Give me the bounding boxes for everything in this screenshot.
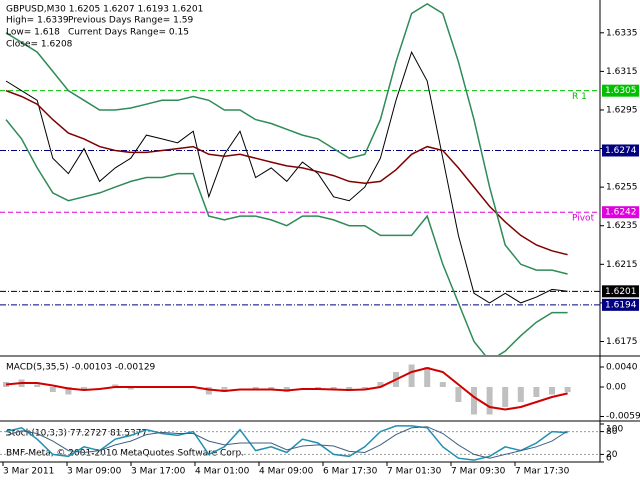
price-label: 1.6201 (605, 287, 637, 297)
bar (361, 387, 368, 389)
price-label-box (602, 144, 639, 157)
bar (205, 387, 212, 395)
annotation: Previous Days Range= 1.59 (68, 16, 193, 26)
series-line (5, 3, 568, 275)
bar (502, 387, 509, 407)
footer: BMF-Meta, © 2001-2010 MetaQuotes Softwar… (6, 449, 244, 459)
price-label-box (602, 84, 639, 97)
bar (221, 387, 228, 392)
y-tick-label: 20 (606, 450, 618, 460)
y-tick-label: 1.6255 (606, 183, 638, 193)
bar (408, 364, 415, 387)
chart-title: Stoch(10,3,3) 77.2727 81.5377 (6, 429, 147, 439)
bar (439, 382, 446, 387)
bar (533, 387, 540, 397)
bar (34, 384, 41, 387)
y-tick-label: 1.6235 (606, 221, 638, 231)
y-tick-label: 1.6295 (606, 105, 638, 115)
series-line (5, 50, 568, 304)
bar (377, 382, 384, 387)
chart-title: MACD(5,35,5) -0.00103 -0.00129 (6, 363, 156, 373)
y-tick-label: 1.6335 (606, 28, 638, 38)
bar (268, 387, 275, 390)
annotation: Current Days Range= 0.15 (68, 28, 189, 38)
bar (455, 387, 462, 402)
price-label: 1.6242 (605, 208, 637, 218)
annotation: Close= 1.6208 (6, 40, 73, 50)
x-tick-label: 3 Mar 2011 (3, 467, 54, 477)
price-label-box (602, 206, 639, 219)
chart-title: GBPUSD,M30 1.6205 1.6207 1.6193 1.6201 (6, 5, 203, 15)
x-tick-label: 3 Mar 17:00 (131, 467, 186, 477)
bar (65, 387, 72, 395)
price-label-box (602, 298, 639, 311)
level-label: Pivot (572, 214, 595, 224)
x-tick-label: 6 Mar 17:30 (323, 467, 378, 477)
y-tick-label: -0.0059 (606, 412, 640, 422)
price-label: 1.6194 (605, 300, 637, 310)
y-tick-label: 1.6315 (606, 67, 638, 77)
y-tick-label: 0.0040 (606, 363, 638, 373)
bar (49, 387, 56, 392)
x-tick-label: 4 Mar 01:00 (195, 467, 250, 477)
bar (486, 387, 493, 415)
series-line (5, 89, 568, 256)
bar (330, 387, 337, 390)
series-line (5, 366, 568, 411)
bar (252, 387, 259, 390)
bar (127, 387, 134, 390)
annotation: High= 1.6339 (6, 16, 69, 26)
y-tick-label: 0.00 (606, 383, 626, 393)
x-tick-label: 4 Mar 09:00 (259, 467, 314, 477)
x-tick-label: 3 Mar 09:00 (67, 467, 122, 477)
series-line (5, 119, 568, 355)
price-label-box (602, 285, 639, 298)
annotation: Low= 1.618 (6, 28, 60, 38)
bar (471, 387, 477, 415)
x-tick-label: 7 Mar 09:30 (451, 467, 506, 477)
bar (81, 387, 87, 390)
y-tick-label: 0 (606, 454, 612, 464)
price-label: 1.6305 (605, 86, 637, 96)
y-tick-label: 80 (606, 427, 618, 437)
series-line (5, 426, 568, 459)
y-tick-label: 1.6215 (606, 260, 638, 270)
bar (549, 387, 555, 395)
y-tick-label: 100 (606, 425, 623, 435)
x-tick-label: 7 Mar 17:30 (515, 467, 570, 477)
x-tick-label: 7 Mar 01:30 (387, 467, 442, 477)
bar (564, 387, 571, 393)
bar (424, 367, 431, 387)
y-tick-label: 1.6175 (606, 337, 638, 347)
bar (112, 384, 119, 387)
bar (517, 387, 524, 402)
price-label: 1.6274 (605, 146, 637, 156)
level-label: R 1 (572, 92, 587, 102)
